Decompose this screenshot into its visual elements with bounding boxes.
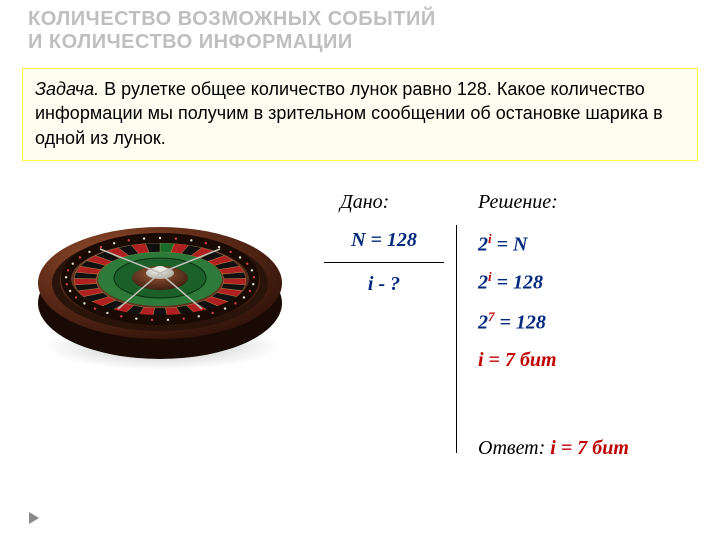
given-block: N = 128 i - ? bbox=[324, 229, 444, 296]
title-line1: КОЛИЧЕСТВО ВОЗМОЖНЫХ СОБЫТИЙ bbox=[28, 8, 720, 31]
answer-value: i = 7 бит bbox=[550, 437, 629, 459]
roulette-wheel-image bbox=[30, 191, 290, 381]
given-n: N = 128 bbox=[324, 229, 444, 263]
solution-line-4: i = 7 бит bbox=[478, 349, 557, 372]
task-label: Задача. bbox=[35, 79, 99, 99]
divider-vertical bbox=[456, 225, 457, 453]
nav-arrow-icon bbox=[26, 510, 42, 526]
answer-line: Ответ: i = 7 бит bbox=[478, 437, 629, 460]
task-box: Задача. В рулетке общее количество лунок… bbox=[22, 68, 698, 161]
answer-label: Ответ: bbox=[478, 437, 550, 459]
solution-line-1: 2i = N bbox=[478, 231, 527, 257]
given-i: i - ? bbox=[324, 263, 444, 296]
title-line2: И КОЛИЧЕСТВО ИНФОРМАЦИИ bbox=[28, 31, 720, 54]
solution-label: Решение: bbox=[478, 191, 558, 214]
solution-line-2: 2i = 128 bbox=[478, 269, 543, 295]
task-text: В рулетке общее количество лунок равно 1… bbox=[35, 79, 663, 148]
solution-line-3: 27 = 128 bbox=[478, 309, 546, 335]
given-label: Дано: bbox=[340, 191, 389, 214]
